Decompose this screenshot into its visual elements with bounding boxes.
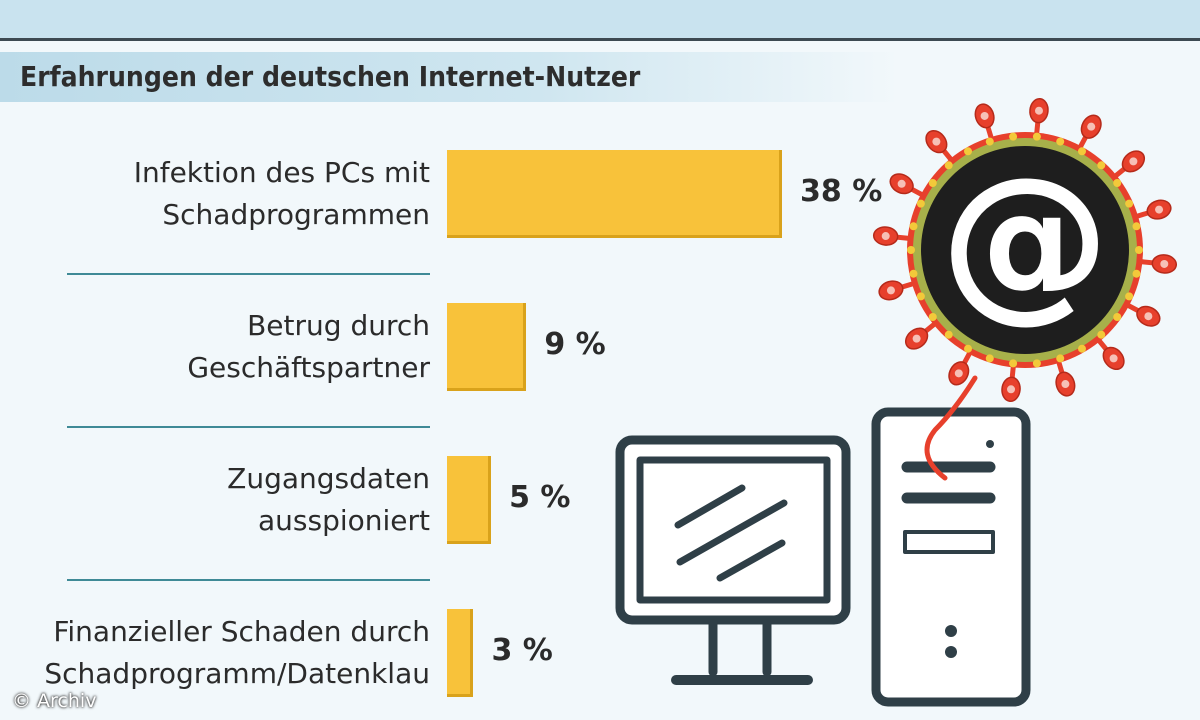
- value-label: 38 %: [800, 174, 883, 209]
- row-separator: [67, 426, 430, 428]
- bar: [447, 609, 474, 697]
- chart-subtitle: Erfahrungen der deutschen Internet-Nutze…: [20, 60, 641, 93]
- bar: [447, 150, 782, 238]
- row-separator: [67, 273, 430, 275]
- bar: [447, 303, 527, 391]
- value-label: 5 %: [509, 480, 571, 515]
- value-label: 3 %: [491, 633, 553, 668]
- subtitle-band: [0, 52, 900, 102]
- value-label: 9 %: [544, 327, 606, 362]
- image-credit: © Archiv: [12, 690, 97, 712]
- row-separator: [67, 579, 430, 581]
- header-band: [0, 0, 1200, 41]
- category-label: Betrug durch Geschäftspartner: [187, 309, 430, 384]
- category-label: Zugangsdaten ausspioniert: [227, 462, 430, 537]
- category-label: Infektion des PCs mit Schadprogrammen: [133, 156, 430, 231]
- category-label: Finanzieller Schaden durch Schadprogramm…: [44, 615, 430, 690]
- bar: [447, 456, 492, 544]
